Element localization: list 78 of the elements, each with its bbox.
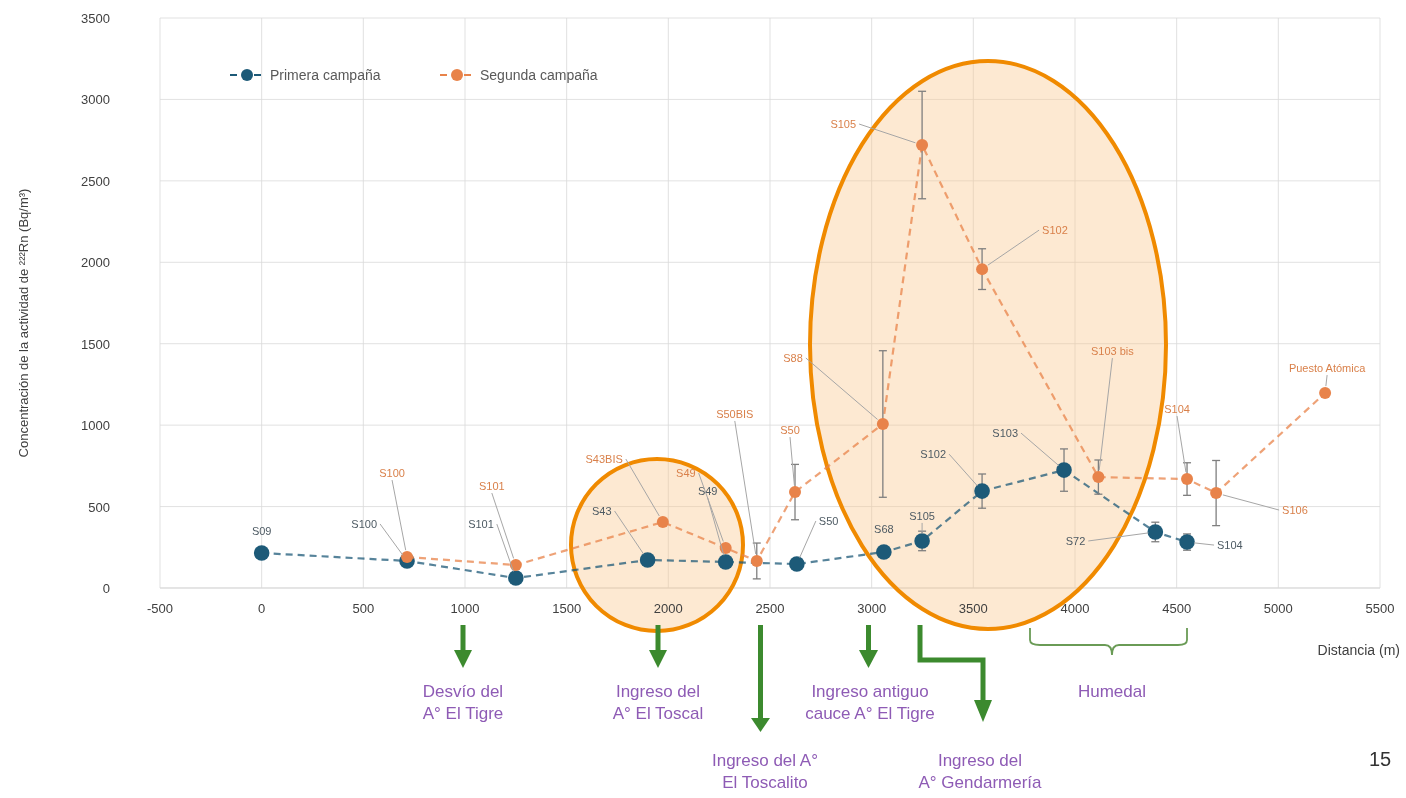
text: Ingreso antiguo cauce A° El Tigre [805,682,935,723]
x-tick-label: 4500 [1162,601,1192,616]
y-tick-label: 3000 [81,92,110,108]
point [509,559,522,572]
annotation: S104 [1164,403,1190,416]
annotation: S43BIS [585,453,623,466]
annotation: S72 [1065,534,1086,547]
y-tick-label: 1500 [81,336,110,352]
x-tick-label: 5500 [1365,601,1395,616]
point [508,570,524,586]
x-tick-label: -500 [146,601,174,616]
annotation: S43 [592,504,612,517]
annotation: Puesto Atómica [1288,362,1367,375]
annotation: S103 bis [1090,345,1135,358]
annotation: S68 [874,523,894,536]
annotation: S104 [1217,539,1243,552]
x-tick-label: 1000 [450,601,480,616]
x-tick-label: 5000 [1263,601,1293,616]
annotation: S105 [909,509,935,522]
annotation: S100 [351,517,378,530]
point [974,483,990,499]
point [1210,487,1223,500]
x-tick-label: 2000 [653,601,683,616]
x-tick-label: 2500 [755,601,785,616]
annotation: S101 [478,480,505,493]
annotation: S106 [1282,504,1308,517]
annotation: S102 [920,448,947,461]
point [750,554,763,567]
point [876,418,889,430]
y-tick-label: 2500 [81,173,110,189]
y-tick-label: 500 [88,499,110,515]
y-tick-label: 0 [102,581,110,596]
annotation: S102 [1042,224,1068,237]
point [1056,462,1072,478]
annotation: S50 [780,424,800,437]
x-tick-label: 3500 [958,601,988,616]
annotation: S50 [818,515,839,528]
annotation: S49 [697,484,718,497]
x-tick-label: 3000 [857,601,887,616]
text: Ingreso del A° El Toscal [612,682,704,723]
point [789,486,802,499]
point [876,544,892,560]
text: 15 [1368,748,1392,770]
x-tick-label: 4000 [1060,601,1090,616]
x-axis-title: Distancia (m) [1317,642,1400,658]
y-axis-title: Concentración de la actividad de ²²²Rn (Bq/m³) [16,188,31,458]
x-tick-label: 1500 [552,601,582,616]
annotation: S105 [830,118,857,131]
point [1092,471,1105,484]
text: Ingreso del A° Gendarmería [918,751,1043,792]
y-tick-label: 1000 [81,418,110,434]
text: Ingreso del A° El Toscalito [711,751,819,792]
point [976,263,989,276]
annotation: S101 [468,518,494,531]
x-tick-label: 500 [352,601,375,616]
annotation: S88 [783,352,803,364]
point [1147,524,1164,540]
y-tick-label: 3500 [81,11,110,26]
annotation: S49 [676,467,696,480]
text: Humedal [1077,682,1147,701]
point [789,556,805,572]
y-tick-label: 2000 [81,255,110,271]
point [1181,473,1194,486]
point [401,551,414,564]
point [1319,387,1332,400]
point [253,545,270,561]
annotation: S50BIS [716,407,754,420]
text: Desvío del A° El Tigre [422,682,504,723]
legend-label: Segunda campaña [480,67,598,83]
point [916,139,929,152]
legend-label: Primera campaña [270,67,381,83]
point [717,554,734,570]
x-tick-label: 0 [258,601,266,616]
annotation: S100 [379,467,405,480]
annotation: S09 [251,524,272,537]
point [639,552,656,568]
annotation: S103 [992,427,1019,440]
point [656,516,669,529]
